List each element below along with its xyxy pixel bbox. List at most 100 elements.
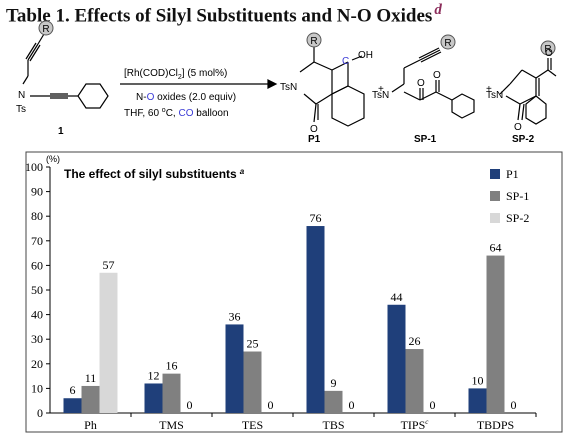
table-title: Table 1. Effects of Silyl Substituents a…	[6, 2, 442, 27]
bar-sp-1-ph	[81, 385, 100, 413]
bar-sp-1-tes	[243, 351, 262, 413]
chart-title: The effect of silyl substituents a	[64, 167, 245, 181]
cond-deg: o	[162, 107, 166, 114]
y-tick-label: 100	[25, 160, 43, 174]
bar-sp-1-tbs	[324, 390, 343, 413]
p1-oh: OH	[358, 50, 373, 61]
plus-1: +	[378, 84, 384, 95]
y-tick-label: 20	[31, 357, 43, 371]
bar-p1-tbs	[306, 226, 325, 413]
data-label: 6	[70, 383, 76, 397]
data-label: 0	[430, 398, 436, 412]
r-label: R	[42, 24, 49, 35]
plus-2: +	[486, 84, 492, 95]
bar-sp-1-tbdps	[486, 255, 505, 413]
cond-1: THF, 60	[124, 108, 162, 119]
data-label: 64	[490, 241, 502, 255]
x-tick-label: TBDPS	[477, 418, 514, 432]
sp1-r-circle: R	[440, 34, 456, 50]
y-tick-label: 50	[31, 283, 43, 297]
data-label: 10	[472, 373, 484, 387]
bar-sp-2-ph	[99, 272, 118, 413]
sp2-o-1: O	[514, 122, 522, 133]
bar-p1-ph	[63, 398, 82, 413]
y-unit-label: (%)	[46, 154, 60, 164]
y-tick-label: 30	[31, 332, 43, 346]
chart-frame	[25, 151, 563, 433]
x-tick-label: TIPSc	[401, 418, 430, 432]
p1-c: C	[342, 56, 349, 67]
sp1-tsn: TsN	[372, 90, 389, 101]
bar-sp-1-tms	[162, 373, 181, 413]
y-tick-label: 60	[31, 258, 43, 272]
cond-2: C,	[166, 108, 179, 119]
y-tick-label: 0	[37, 406, 43, 420]
product-label-p1: P1	[308, 134, 321, 145]
product-label-sp2: SP-2	[512, 134, 535, 145]
svg-text:N-O oxides (2.0 equiv): N-O oxides (2.0 equiv)	[136, 92, 236, 103]
reagent-rest: oxides (2.0 equiv)	[154, 92, 236, 103]
legend-swatch-p1	[490, 169, 500, 179]
sp1-o-2: O	[433, 70, 441, 81]
sp2-tsn: TsN	[486, 90, 503, 101]
reagent-n: N-	[136, 92, 147, 103]
compound-1-label: 1	[58, 126, 64, 137]
p1-tsn: TsN	[280, 82, 297, 93]
y-tick-label: 90	[31, 185, 43, 199]
sp2-o-2: O	[545, 48, 553, 59]
svg-text:THF, 60 oC, CO balloon: THF, 60 oC, CO balloon	[124, 107, 229, 119]
bar-p1-tbdps	[468, 388, 487, 413]
data-label: 11	[85, 371, 97, 385]
y-tick-label: 40	[31, 308, 43, 322]
y-tick-label: 10	[31, 381, 43, 395]
sp1-o-1: O	[417, 78, 425, 89]
data-label: 0	[268, 398, 274, 412]
bar-p1-tms	[144, 383, 163, 413]
chart-title-footnote: a	[240, 167, 245, 176]
sp2-r-circle: R	[540, 40, 556, 56]
data-label: 26	[409, 334, 421, 348]
data-label: 0	[511, 398, 517, 412]
y-tick-label: 70	[31, 234, 43, 248]
reagent-o: O	[147, 92, 155, 103]
catalyst-tail: ] (5 mol%)	[182, 68, 228, 79]
legend-swatch-sp-1	[490, 191, 500, 201]
r-label: R	[444, 38, 451, 49]
data-label: 44	[391, 290, 403, 304]
chart-title-text: The effect of silyl substituents	[64, 167, 237, 181]
y-tick-label: 80	[31, 209, 43, 223]
x-tick-label: TMS	[159, 418, 184, 432]
legend-swatch-sp-2	[490, 213, 500, 223]
bar-sp-1-tips	[405, 349, 424, 413]
legend-label-sp-1: SP-1	[506, 189, 529, 203]
legend-label-sp-2: SP-2	[506, 211, 529, 225]
cond-co: CO	[178, 108, 193, 119]
substituent-r-circle: R	[38, 20, 54, 36]
x-tick-label: TBS	[322, 418, 344, 432]
data-label: 36	[229, 309, 241, 323]
data-label: 57	[103, 258, 115, 272]
p1-r-circle: R	[306, 32, 322, 48]
reaction-scheme: R R R R N Ts 1 [Rh(COD)Cl2] (5 mol%) N-O…	[16, 20, 557, 145]
r-label: R	[544, 44, 551, 55]
data-label: 0	[349, 398, 355, 412]
data-label: 0	[187, 398, 193, 412]
product-label-sp1: SP-1	[414, 134, 437, 145]
cond-3: balloon	[193, 108, 228, 119]
p1-o: O	[310, 124, 318, 135]
data-label: 9	[331, 376, 337, 390]
data-label: 76	[310, 211, 322, 225]
catalyst-sub: 2	[178, 74, 182, 81]
table-title-text: Table 1. Effects of Silyl Substituents a…	[6, 5, 433, 27]
compound-1-n: N	[18, 90, 25, 101]
bar-p1-tips	[387, 304, 406, 413]
bar-p1-tes	[225, 324, 244, 413]
table-title-footnote: d	[434, 2, 442, 18]
data-label: 12	[148, 368, 160, 382]
svg-text:[Rh(COD)Cl2] (5 mol%): [Rh(COD)Cl2] (5 mol%)	[124, 68, 227, 81]
catalyst: [Rh(COD)Cl	[124, 68, 178, 79]
compound-1-ts: Ts	[16, 104, 26, 115]
x-tick-label: TES	[242, 418, 263, 432]
data-label: 25	[247, 337, 259, 351]
